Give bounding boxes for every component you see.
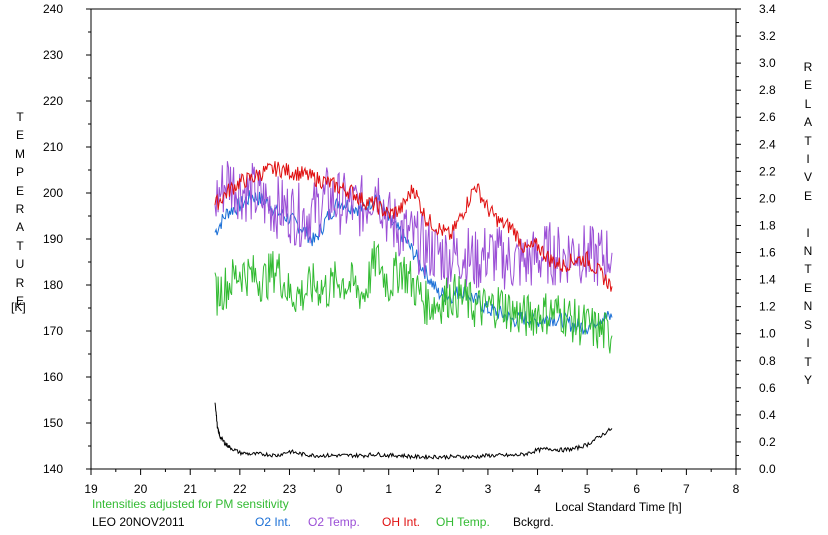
axis-label-char: T — [16, 238, 24, 253]
y-right-tick-label: 2.8 — [759, 83, 776, 97]
y-left-tick-label: 180 — [43, 278, 63, 292]
axis-label-char: P — [15, 165, 24, 180]
axis-label-char: N — [803, 299, 813, 314]
series-line-oh-int — [214, 161, 613, 292]
axis-label-char: R — [15, 202, 25, 217]
x-tick-label: 1 — [385, 482, 392, 496]
y-left-tick-label: 150 — [43, 416, 63, 430]
axis-label-char: E — [803, 78, 812, 93]
left-axis-unit: [K] — [11, 300, 26, 314]
series-line-oh-temp — [214, 240, 613, 354]
axis-label-char: U — [15, 257, 25, 272]
legend-entry: O2 Temp. — [308, 515, 360, 529]
x-tick-label: 4 — [534, 482, 541, 496]
y-left-tick-label: 170 — [43, 324, 63, 338]
axis-label-char: R — [15, 275, 25, 290]
y-right-tick-label: 1.2 — [759, 300, 776, 314]
axis-label-char: S — [803, 317, 812, 332]
axis-label-char: A — [15, 220, 24, 235]
y-right-tick-label: 0.2 — [759, 435, 776, 449]
axis-label-char: T — [804, 262, 812, 277]
axis-label-char: V — [803, 170, 812, 185]
y-right-tick-label: 3.2 — [759, 29, 776, 43]
y-left-tick-label: 210 — [43, 140, 63, 154]
axis-label-char: E — [15, 128, 24, 143]
x-tick-label: 0 — [336, 482, 343, 496]
x-tick-label: 2 — [435, 482, 442, 496]
axis-label-char: L — [804, 96, 812, 111]
y-right-tick-label: 1.8 — [759, 218, 776, 232]
legend-entry: OH Int. — [382, 515, 421, 529]
y-right-tick-label: 3.0 — [759, 56, 776, 70]
x-tick-label: 6 — [633, 482, 640, 496]
axis-label-char: R — [803, 60, 813, 74]
legend-entry: O2 Int. — [255, 515, 292, 529]
x-tick-label: 3 — [485, 482, 492, 496]
x-tick-label: 23 — [283, 482, 297, 496]
y-left-tick-label: 240 — [43, 2, 63, 16]
axes: 1401501601701801902002102202302400.00.20… — [43, 2, 776, 496]
y-right-tick-label: 0.4 — [759, 408, 776, 422]
y-right-tick-label: 0.8 — [759, 354, 776, 368]
y-left-tick-label: 160 — [43, 370, 63, 384]
y-right-tick-label: 1.6 — [759, 246, 776, 260]
y-left-tick-label: 140 — [43, 462, 63, 476]
axis-label-char — [798, 205, 818, 223]
x-tick-label: 21 — [184, 482, 198, 496]
axis-label-char: E — [15, 183, 24, 198]
axis-label-char: A — [803, 115, 812, 130]
x-tick-label: 20 — [134, 482, 148, 496]
axis-label-char: I — [806, 225, 810, 240]
axis-label-char: E — [803, 280, 812, 295]
series-group — [214, 161, 613, 461]
y-right-tick-label: 2.0 — [759, 191, 776, 205]
y-left-tick-label: 200 — [43, 186, 63, 200]
y-right-tick-label: 2.4 — [759, 137, 776, 151]
y-left-tick-label: 230 — [43, 48, 63, 62]
axis-label-char: T — [16, 110, 24, 124]
legend-entry: Bckgrd. — [513, 515, 554, 529]
series-line-o2-temp — [214, 161, 613, 290]
axis-label-char: E — [803, 188, 812, 203]
axis-label-char: I — [806, 336, 810, 351]
x-tick-label: 8 — [733, 482, 740, 496]
x-tick-label: 19 — [84, 482, 98, 496]
x-tick-label: 5 — [584, 482, 591, 496]
axis-label-char: T — [804, 354, 812, 369]
y-right-tick-label: 1.0 — [759, 327, 776, 341]
axis-label-char: E — [15, 294, 24, 309]
y-right-tick-label: 0.6 — [759, 381, 776, 395]
axis-label-char: M — [15, 146, 25, 161]
y-right-tick-label: 2.2 — [759, 164, 776, 178]
station-date: LEO 20NOV2011 — [92, 515, 185, 529]
x-axis-title: Local Standard Time [h] — [555, 500, 682, 514]
series-line-bckgrd — [214, 402, 613, 461]
sensitivity-note: Intensities adjusted for PM sensitivity — [92, 497, 289, 511]
x-tick-label: 7 — [683, 482, 690, 496]
y-right-tick-label: 3.4 — [759, 2, 776, 16]
x-tick-label: 22 — [233, 482, 247, 496]
axis-label-char: Y — [803, 372, 812, 387]
y-right-tick-label: 0.0 — [759, 462, 776, 476]
y-right-tick-label: 2.6 — [759, 110, 776, 124]
axis-label-char: T — [804, 133, 812, 148]
axis-label-char: N — [803, 244, 813, 259]
y-left-tick-label: 190 — [43, 232, 63, 246]
legend-entry: OH Temp. — [436, 515, 490, 529]
y-left-tick-label: 220 — [43, 94, 63, 108]
y-right-tick-label: 1.4 — [759, 273, 776, 287]
axis-label-char: I — [806, 152, 810, 167]
